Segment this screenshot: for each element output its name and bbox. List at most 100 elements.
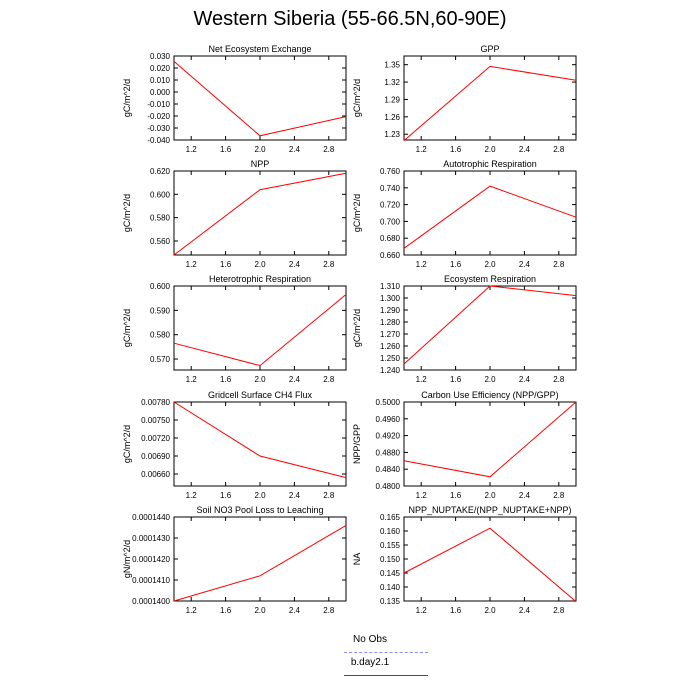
y-tick-label: 1.270 [380, 330, 401, 339]
x-tick-label: 2.8 [553, 606, 565, 615]
y-axis-label: gC/m^2/d [122, 309, 132, 347]
y-tick-label: 1.310 [380, 282, 401, 291]
x-tick-label: 1.6 [450, 606, 462, 615]
legend-label-series: b.day2.1 [350, 657, 390, 668]
x-tick-label: 2.4 [289, 145, 301, 154]
x-tick-label: 2.8 [323, 606, 335, 615]
y-axis-label: gC/m^2/d [352, 79, 362, 117]
x-tick-label: 1.2 [186, 145, 198, 154]
x-tick-label: 1.6 [220, 606, 232, 615]
panel-frame [173, 170, 347, 256]
series-line [173, 401, 347, 479]
series-line [173, 172, 347, 256]
y-tick-label: 0.135 [380, 597, 401, 606]
y-tick-label: -0.010 [147, 100, 170, 109]
y-tick-label: -0.030 [147, 124, 170, 133]
y-tick-label: 0.165 [380, 513, 401, 522]
y-tick-label: 0.020 [150, 64, 171, 73]
x-tick-label: 2.4 [289, 375, 301, 384]
panel-title: GPP [480, 44, 499, 54]
x-tick-label: 2.4 [519, 375, 531, 384]
panel-title: NPP [251, 159, 270, 169]
series-line [403, 527, 577, 602]
page-title: Western Siberia (55-66.5N,60-90E) [193, 8, 507, 30]
y-tick-label: -0.020 [147, 112, 170, 121]
y-tick-label: 0.600 [150, 282, 171, 291]
panel-frame [173, 285, 347, 371]
x-tick-label: 2.4 [519, 491, 531, 500]
panel-4: Autotrophic Respiration gC/m^2/d 1.2 1.6 2.0… [352, 159, 577, 269]
panel-frame [403, 285, 577, 371]
x-tick-label: 2.0 [254, 606, 266, 615]
x-tick-label: 2.8 [553, 375, 565, 384]
x-tick-label: 2.8 [553, 491, 565, 500]
panel-frame [173, 55, 347, 141]
y-tick-label: -0.040 [147, 136, 170, 145]
x-tick-label: 2.4 [289, 606, 301, 615]
y-tick-label: 0.580 [150, 214, 171, 223]
x-tick-label: 1.6 [220, 491, 232, 500]
y-tick-label: 1.240 [380, 366, 401, 375]
x-tick-label: 2.4 [519, 260, 531, 269]
y-tick-label: 1.26 [384, 113, 400, 122]
x-tick-label: 1.6 [220, 145, 232, 154]
panel-2: GPP gC/m^2/d 1.2 1.6 2.0 2.4 2.8 1.23 1.26 1.29 1.… [352, 44, 577, 154]
y-axis-label: NA [352, 553, 362, 566]
y-tick-label: 0.560 [150, 237, 171, 246]
y-tick-label: 1.280 [380, 318, 401, 327]
x-tick-label: 1.6 [450, 260, 462, 269]
y-tick-label: 0.000 [150, 88, 171, 97]
y-tick-label: 1.23 [384, 130, 400, 139]
x-tick-label: 2.4 [519, 606, 531, 615]
series-line [173, 524, 347, 602]
panel-title: Carbon Use Efficiency (NPP/GPP) [421, 390, 558, 400]
panel-title: Net Ecosystem Exchange [208, 44, 311, 54]
x-tick-label: 1.2 [186, 491, 198, 500]
x-tick-label: 2.0 [484, 145, 496, 154]
x-tick-label: 2.0 [484, 606, 496, 615]
x-tick-label: 2.0 [484, 260, 496, 269]
y-tick-label: 0.145 [380, 569, 401, 578]
x-tick-label: 2.0 [254, 375, 266, 384]
panel-frame [403, 401, 577, 487]
y-tick-label: 0.155 [380, 541, 401, 550]
y-tick-label: 0.00750 [141, 416, 170, 425]
y-tick-label: 0.4800 [376, 482, 401, 491]
x-tick-label: 2.8 [553, 145, 565, 154]
y-tick-label: 0.160 [380, 527, 401, 536]
y-tick-label: 0.0001420 [132, 555, 170, 564]
series-line [403, 285, 577, 365]
y-tick-label: 0.00660 [141, 470, 170, 479]
y-tick-label: 0.590 [150, 306, 171, 315]
x-tick-label: 1.6 [450, 375, 462, 384]
y-axis-label: gC/m^2/d [352, 194, 362, 232]
panel-8: Carbon Use Efficiency (NPP/GPP) NPP/GPP 1.… [352, 390, 577, 500]
y-tick-label: 0.0001400 [132, 597, 170, 606]
x-tick-label: 1.2 [416, 260, 428, 269]
x-tick-label: 2.8 [323, 375, 335, 384]
y-tick-label: 0.0001440 [132, 513, 170, 522]
y-tick-label: 0.00780 [141, 398, 170, 407]
x-tick-label: 2.0 [254, 260, 266, 269]
y-tick-label: 1.260 [380, 342, 401, 351]
y-tick-label: 0.4960 [376, 415, 401, 424]
y-tick-label: 0.4880 [376, 448, 401, 457]
panel-frame [403, 170, 577, 256]
y-tick-label: 0.00690 [141, 452, 170, 461]
y-tick-label: 0.140 [380, 583, 401, 592]
x-tick-label: 1.6 [450, 491, 462, 500]
x-tick-label: 2.4 [289, 260, 301, 269]
x-tick-label: 2.4 [519, 145, 531, 154]
series-line [403, 185, 577, 249]
y-tick-label: 0.660 [380, 251, 401, 260]
x-tick-label: 1.6 [220, 375, 232, 384]
panel-title: NPP_NUPTAKE/(NPP_NUPTAKE+NPP) [409, 505, 572, 515]
x-tick-label: 2.0 [484, 375, 496, 384]
y-axis-label: gC/m^2/d [122, 194, 132, 232]
y-tick-label: 0.720 [380, 201, 401, 210]
legend-label-no-obs: No Obs [353, 634, 387, 645]
panel-title: Autotrophic Respiration [443, 159, 537, 169]
y-tick-label: 0.760 [380, 167, 401, 176]
y-tick-label: 0.700 [380, 217, 401, 226]
y-tick-label: 0.0001430 [132, 534, 170, 543]
